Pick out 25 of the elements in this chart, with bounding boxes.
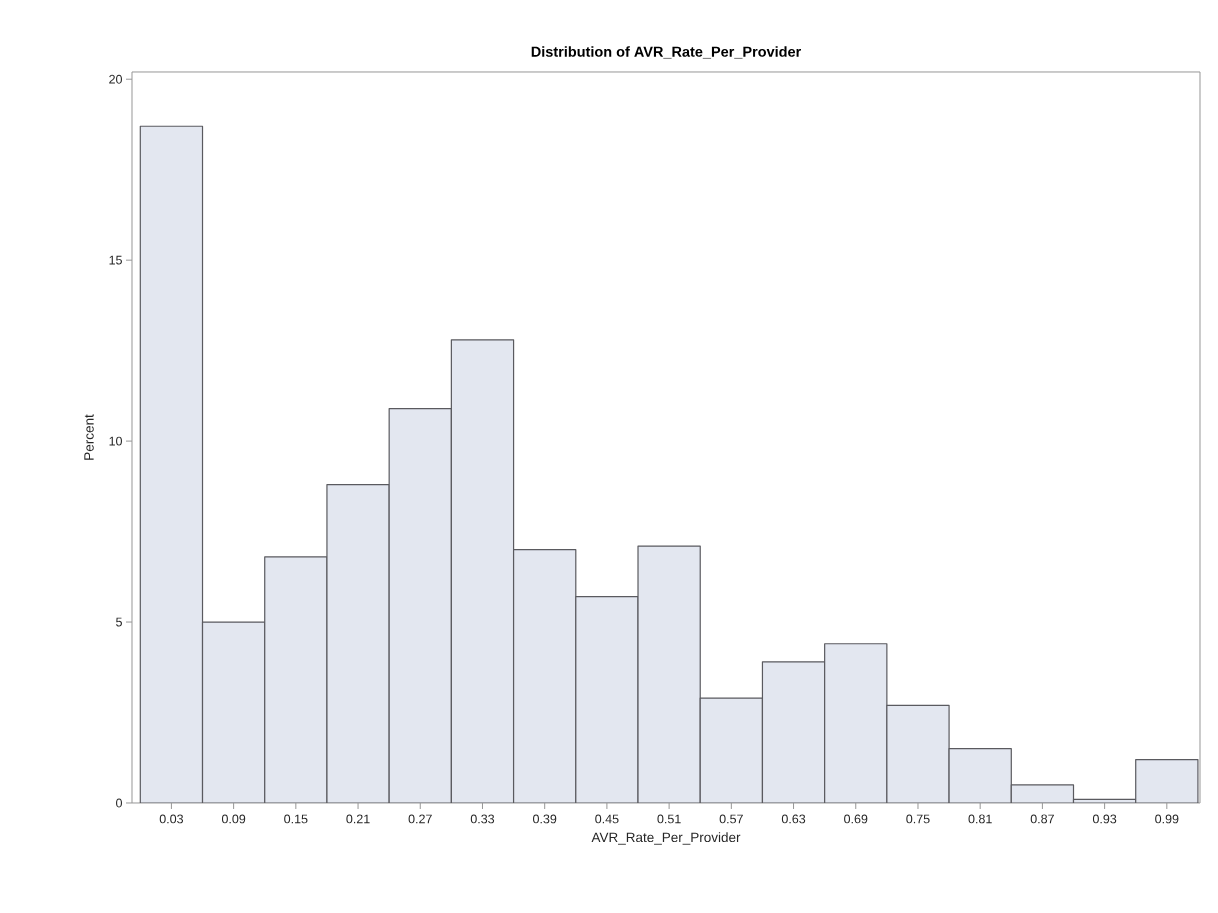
x-axis-title: AVR_Rate_Per_Provider bbox=[591, 832, 741, 845]
x-tick-label: 0.51 bbox=[657, 814, 681, 824]
x-tick-label: 0.81 bbox=[968, 814, 992, 824]
x-tick-label: 0.63 bbox=[781, 814, 806, 824]
x-tick-label: 0.93 bbox=[1092, 814, 1117, 824]
x-tick-label: 0.15 bbox=[284, 814, 308, 824]
x-tick-label: 0.45 bbox=[595, 814, 619, 824]
x-tick-label: 0.09 bbox=[221, 814, 246, 824]
y-tick-label: 10 bbox=[109, 436, 122, 446]
x-tick-label: 0.21 bbox=[346, 814, 370, 824]
y-tick-label: 0 bbox=[116, 798, 122, 808]
chart-title: Distribution of AVR_Rate_Per_Provider bbox=[531, 46, 802, 59]
x-tick-label: 0.33 bbox=[470, 814, 495, 824]
x-tick-label: 0.03 bbox=[159, 814, 184, 824]
y-tick-label: 5 bbox=[116, 617, 122, 627]
x-tick-label: 0.39 bbox=[533, 814, 557, 824]
x-tick-label: 0.75 bbox=[906, 814, 930, 824]
x-tick-label: 0.27 bbox=[408, 814, 432, 824]
x-tick-label: 0.99 bbox=[1155, 814, 1179, 824]
y-axis-title: Percent bbox=[84, 414, 94, 460]
y-tick-label: 20 bbox=[109, 74, 122, 84]
x-tick-label: 0.57 bbox=[719, 814, 743, 824]
x-tick-label: 0.87 bbox=[1030, 814, 1054, 824]
x-tick-label: 0.69 bbox=[844, 814, 868, 824]
y-tick-label: 15 bbox=[109, 255, 122, 265]
